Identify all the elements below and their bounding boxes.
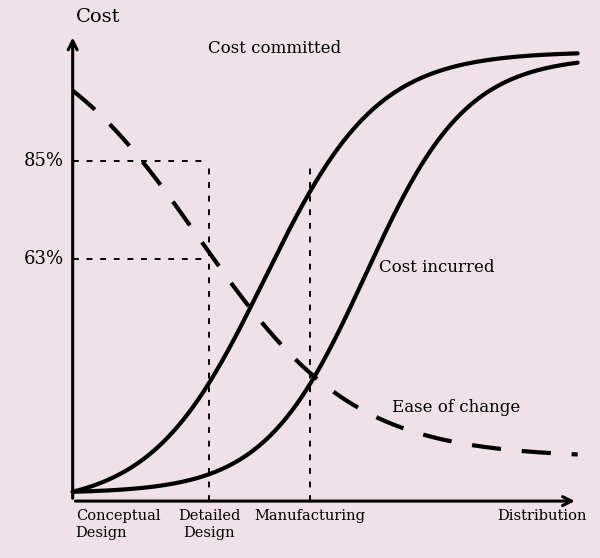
Text: Cost committed: Cost committed (208, 40, 341, 57)
Text: Cost: Cost (76, 8, 120, 26)
Text: 63%: 63% (23, 249, 64, 268)
Text: Manufacturing: Manufacturing (254, 509, 365, 523)
Text: Detailed
Design: Detailed Design (178, 509, 240, 540)
Text: Ease of change: Ease of change (392, 400, 521, 416)
Text: Distribution: Distribution (497, 509, 587, 523)
Text: Conceptual
Design: Conceptual Design (76, 509, 160, 540)
Text: 85%: 85% (24, 152, 64, 170)
Text: Cost incurred: Cost incurred (379, 259, 494, 276)
